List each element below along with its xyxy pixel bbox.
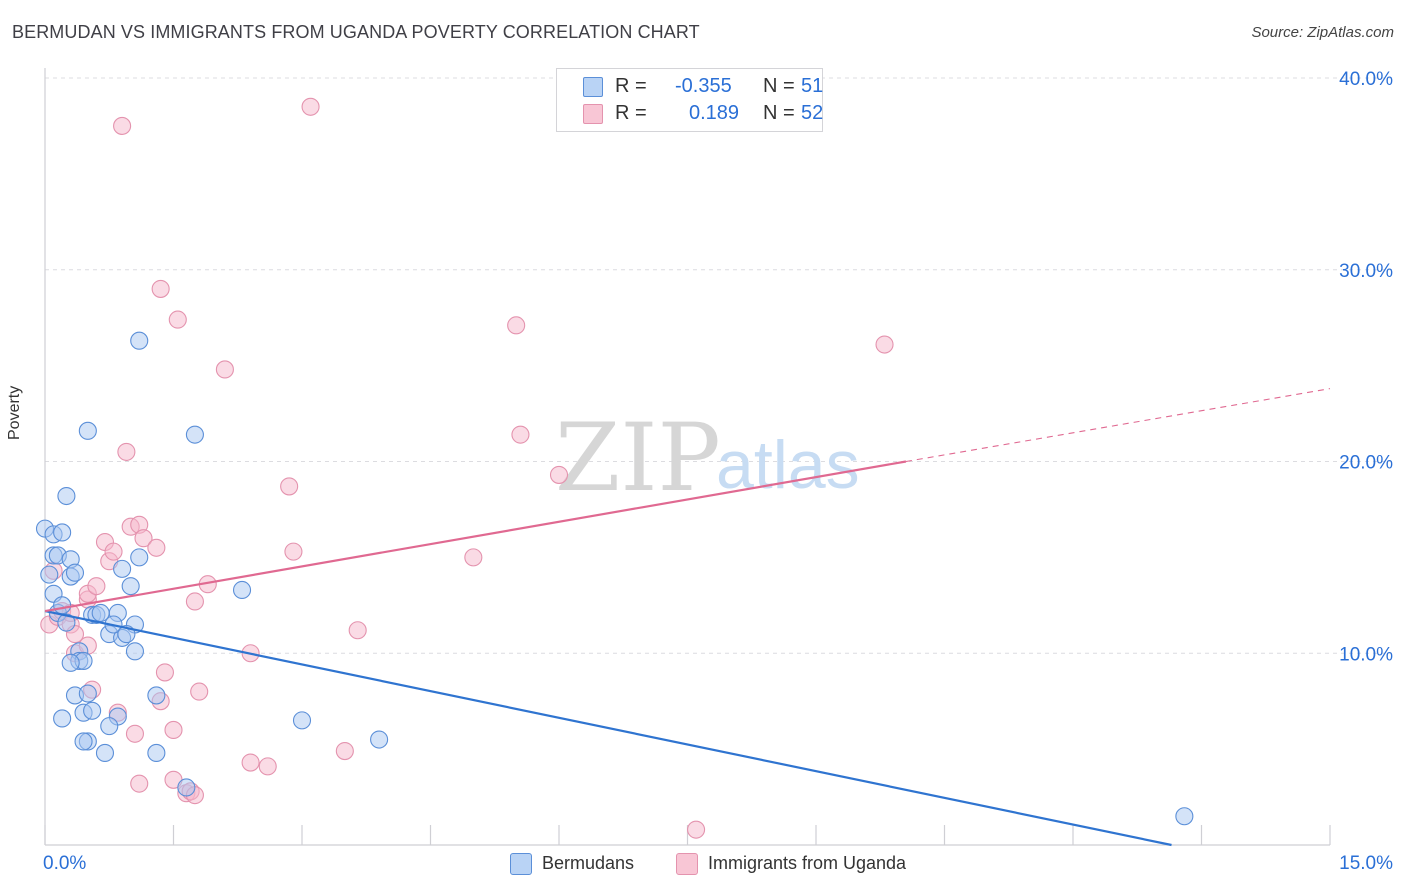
uganda-point (117, 442, 136, 461)
uganda-point (151, 279, 170, 298)
uganda-point (348, 621, 367, 640)
bermudans-point (100, 717, 119, 736)
uganda-point (164, 720, 183, 740)
bermudans-point (185, 425, 204, 444)
bermudans-point (61, 653, 80, 672)
uganda-point (104, 542, 123, 561)
correlation-legend: R = -0.355 N = 51 R = 0.189 N = 52 (556, 68, 823, 132)
legend-r-value: 0.189 (689, 102, 740, 124)
legend-n-label: N = (763, 102, 795, 124)
uganda-point (258, 757, 277, 776)
bermudans-point (83, 701, 102, 720)
bermudans-point (130, 331, 149, 350)
uganda-point (155, 663, 174, 682)
grid-lines (45, 77, 1392, 654)
bermudans-point (65, 563, 85, 582)
bermudans-point (57, 613, 76, 632)
legend-n-value: 52 (801, 102, 824, 124)
bermudans-point (125, 642, 144, 661)
legend-r-label: R = (615, 75, 647, 97)
bermudans-point (53, 709, 72, 728)
bermudans-point (78, 684, 97, 703)
bermudans-point (53, 523, 72, 542)
legend-swatch-uganda (676, 853, 698, 875)
trendline-bermudans (44, 609, 1172, 847)
x-tick-label-max: 15.0% (1339, 853, 1393, 874)
y-tick-label: 40.0% (1339, 69, 1393, 90)
bermudans-point (177, 778, 196, 797)
chart-title: BERMUDAN VS IMMIGRANTS FROM UGANDA POVER… (12, 22, 700, 42)
bermudans-point (113, 559, 132, 578)
uganda-point (147, 538, 166, 557)
bermudans-point (370, 730, 389, 749)
uganda-point (464, 548, 483, 567)
uganda-point (168, 310, 187, 329)
trendline-uganda (44, 460, 907, 613)
uganda-point (335, 741, 354, 761)
bermudans-point (57, 486, 76, 506)
bermudans-point (292, 711, 312, 730)
y-tick-label: 30.0% (1339, 261, 1393, 282)
bermudans-point (78, 421, 97, 440)
uganda-point (134, 529, 153, 548)
legend-label-bermudans: Bermudans (542, 853, 635, 873)
bermudans-point (1175, 807, 1194, 826)
bermudans-point (40, 565, 59, 584)
legend-swatch-pink (583, 104, 603, 124)
uganda-point (241, 753, 260, 772)
bermudans-point (147, 686, 166, 705)
uganda-point (87, 577, 106, 596)
y-axis-title: Poverty (6, 385, 23, 440)
uganda-point (215, 360, 234, 379)
bermudans-point (53, 596, 72, 615)
legend-swatch-blue (583, 77, 603, 97)
bermudans-point (91, 603, 110, 623)
bermudans-point (95, 743, 115, 763)
legend-n-value: 51 (801, 75, 824, 97)
tick-labels: 10.0% 20.0% 30.0% 40.0% 0.0% 15.0% (43, 69, 1393, 874)
uganda-point (190, 682, 209, 701)
uganda-point (301, 97, 320, 116)
bermudans-point (121, 577, 140, 596)
uganda-point (549, 465, 569, 484)
uganda-point (113, 116, 132, 135)
uganda-point (185, 592, 204, 611)
bermudans-point (74, 732, 93, 751)
uganda-point (280, 477, 299, 496)
uganda-point (130, 774, 149, 793)
bermudans-point (130, 548, 149, 567)
trendline-uganda-extension (905, 388, 1331, 463)
series-bermudans (35, 331, 1194, 826)
uganda-point (511, 425, 530, 444)
uganda-point (687, 820, 706, 839)
legend-label-uganda: Immigrants from Uganda (708, 853, 907, 873)
bermudans-point (147, 743, 166, 763)
source-label: Source: ZipAtlas.com (1251, 24, 1394, 41)
uganda-point (284, 542, 303, 561)
watermark-zip: ZIP (555, 404, 721, 513)
legend-n-label: N = (763, 75, 795, 97)
y-tick-label: 20.0% (1339, 453, 1393, 474)
legend-r-value: -0.355 (675, 75, 732, 97)
uganda-point (875, 335, 894, 354)
x-tick-label-min: 0.0% (43, 853, 86, 874)
uganda-point (507, 316, 526, 335)
y-tick-label: 10.0% (1339, 644, 1393, 665)
trend-lines (44, 388, 1331, 847)
uganda-point (125, 724, 144, 743)
legend-r-label: R = (615, 102, 647, 124)
bermudans-point (232, 580, 252, 600)
axes (44, 68, 1331, 846)
legend-swatch-bermudans (510, 853, 532, 875)
